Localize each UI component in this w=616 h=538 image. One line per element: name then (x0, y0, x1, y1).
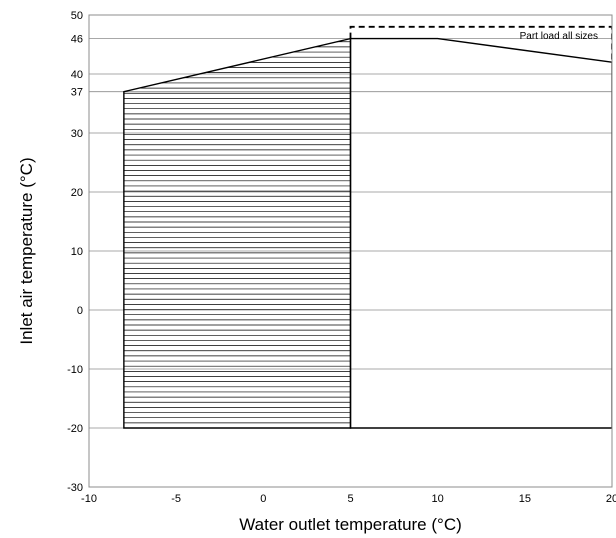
y-tick-label: 30 (71, 128, 83, 140)
part-load-boundary (349, 25, 612, 63)
y-tick-label: 40 (71, 69, 83, 81)
y-tick-label: 10 (71, 246, 83, 258)
x-tick-labels: -10 -5 0 5 10 15 20 (81, 493, 616, 505)
x-tick-label: 0 (260, 493, 266, 505)
x-tick-label: -5 (171, 493, 181, 505)
y-tick-label: 50 (71, 10, 83, 22)
x-tick-label: 5 (347, 493, 353, 505)
x-axis-label: Water outlet temperature (°C) (239, 515, 462, 534)
y-tick-label: 37 (71, 87, 83, 99)
x-tick-label: -10 (81, 493, 97, 505)
region-annotation: Part load all sizes (520, 31, 598, 42)
plot-frame (88, 14, 613, 488)
x-tick-label: 10 (432, 493, 444, 505)
y-tick-label: 46 (71, 34, 83, 46)
x-tick-label: 15 (519, 493, 531, 505)
operating-envelope-outline (349, 37, 612, 429)
y-tick-label: -30 (67, 482, 83, 494)
y-axis-label: Inlet air temperature (°C) (17, 157, 36, 344)
y-tick-label: 20 (71, 187, 83, 199)
y-tick-label: -10 (67, 364, 83, 376)
y-tick-label: 0 (77, 305, 83, 317)
y-tick-label: -20 (67, 423, 83, 435)
y-tick-labels: 50 46 40 37 30 20 10 0 -10 -20 -30 (67, 10, 83, 494)
x-tick-label: 20 (606, 493, 616, 505)
